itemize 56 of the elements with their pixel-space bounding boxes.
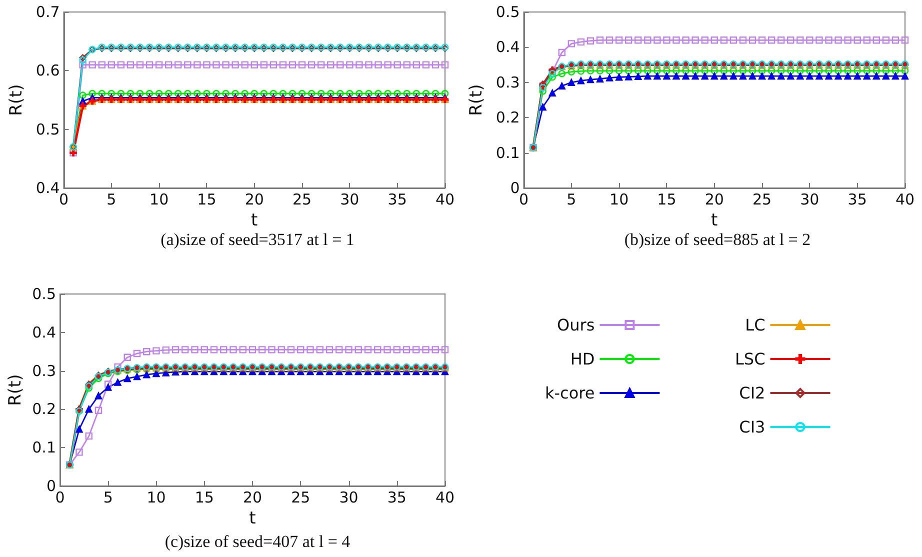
legend-label: CI3 [739, 418, 766, 436]
y-axis-title: R(t) [6, 374, 26, 406]
x-tick-label: 30 [800, 190, 820, 208]
x-tick-label: 30 [339, 488, 358, 506]
x-tick-label: 10 [150, 190, 169, 208]
x-tick-label: 25 [291, 488, 310, 506]
x-axis-title: t [249, 508, 256, 528]
y-tick-label: 0 [510, 179, 520, 197]
y-axis-title: R(t) [466, 84, 486, 116]
y-tick-label: 0.3 [496, 73, 520, 92]
x-axis-title: t [711, 210, 718, 230]
x-tick-label: 20 [244, 190, 264, 208]
x-tick-label: 30 [340, 190, 360, 208]
y-tick-label: 0.1 [32, 438, 56, 457]
x-tick-label: 35 [848, 190, 867, 208]
y-tick-label: 0.4 [36, 179, 60, 197]
legend-label: k-core [544, 384, 595, 402]
x-axis-title: t [251, 210, 258, 230]
y-tick-label: 0.4 [32, 323, 56, 342]
x-tick-label: 35 [388, 190, 407, 208]
legend-label: HD [570, 350, 595, 368]
legend-label: CI2 [739, 384, 766, 402]
x-tick-label: 5 [106, 190, 116, 208]
y-axis-title: R(t) [6, 84, 26, 116]
text: (c)size of seed=407 at l = 4 [164, 532, 351, 551]
legend-label: LC [745, 316, 766, 334]
y-tick-label: 0.1 [496, 144, 520, 162]
x-tick-label: 20 [704, 190, 724, 208]
y-tick-label: 0.5 [36, 120, 60, 138]
y-tick-label: 0.2 [32, 400, 56, 418]
x-tick-label: 10 [610, 190, 629, 208]
text: (a)size of seed=3517 at l = 1 [160, 230, 354, 249]
y-tick-label: 0 [46, 477, 56, 495]
y-tick-label: 0.3 [32, 362, 56, 380]
x-tick-label: 20 [242, 488, 262, 506]
x-tick-label: 15 [194, 488, 214, 506]
legend-label: LSC [734, 350, 766, 368]
x-tick-label: 35 [387, 488, 406, 506]
x-tick-label: 25 [752, 190, 772, 208]
y-tick-label: 0.6 [36, 62, 60, 80]
x-tick-label: 15 [197, 190, 216, 208]
x-tick-label: 40 [435, 190, 455, 208]
y-tick-label: 0.5 [496, 3, 520, 21]
x-tick-label: 15 [657, 190, 676, 208]
y-tick-label: 0.7 [36, 3, 60, 21]
y-tick-label: 0.4 [496, 38, 520, 56]
x-tick-label: 40 [435, 488, 455, 506]
y-tick-label: 0.5 [32, 285, 56, 303]
x-tick-label: 25 [292, 190, 312, 208]
text: (b)size of seed=885 at l = 2 [624, 230, 811, 249]
legend-label: Ours [557, 316, 595, 334]
y-tick-label: 0.2 [496, 108, 520, 127]
x-tick-label: 5 [103, 488, 113, 506]
x-tick-label: 5 [566, 190, 576, 208]
x-tick-label: 40 [895, 190, 915, 208]
x-tick-label: 10 [146, 488, 166, 506]
